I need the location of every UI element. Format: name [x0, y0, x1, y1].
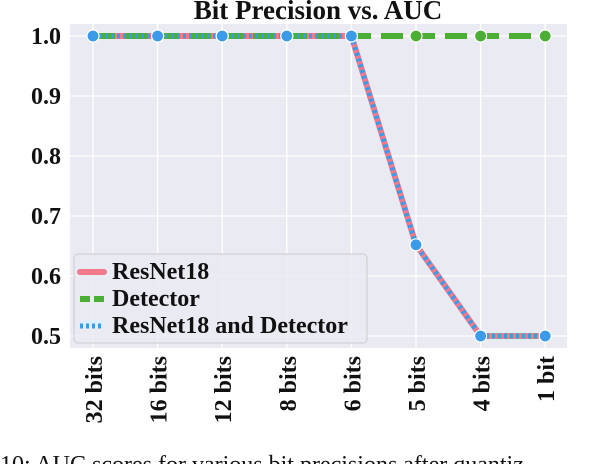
data-point [86, 29, 100, 43]
y-tick-label: 0.8 [31, 144, 61, 170]
data-point [538, 329, 552, 343]
y-tick-label: 0.5 [31, 324, 61, 350]
data-point [474, 329, 488, 343]
data-point [344, 29, 358, 43]
x-tick-label: 12 bits [211, 356, 237, 423]
y-tick-label: 0.6 [31, 264, 61, 290]
legend-label: ResNet18 [112, 259, 209, 285]
data-point [409, 29, 423, 43]
x-axis-ticks: 32 bits 16 bits 12 bits 8 bits 6 bits 5 bits 4… [82, 356, 560, 423]
data-point [151, 29, 165, 43]
x-tick-label: 16 bits [147, 356, 173, 423]
x-tick-label: 5 bits [405, 356, 431, 411]
series-layer [86, 29, 552, 343]
x-tick-label: 8 bits [276, 356, 302, 411]
y-tick-label: 1.0 [31, 24, 61, 50]
legend-label: Detector [112, 286, 200, 312]
x-tick-label: 4 bits [470, 356, 496, 411]
x-tick-label: 6 bits [340, 356, 366, 411]
x-tick-label: 32 bits [82, 356, 108, 423]
data-point [474, 29, 488, 43]
y-axis-ticks: 0.5 0.6 0.7 0.8 0.9 1.0 [31, 24, 61, 350]
series-line [93, 33, 546, 339]
data-point [280, 29, 294, 43]
y-tick-label: 0.9 [31, 84, 61, 110]
figure-caption: 10: AUC scores for various bit precision… [0, 452, 524, 464]
y-tick-label: 0.7 [31, 204, 61, 230]
data-point [409, 238, 423, 252]
chart-title: Bit Precision vs. AUC [194, 0, 443, 25]
legend-label: ResNet18 and Detector [112, 313, 348, 339]
data-point [538, 29, 552, 43]
legend-box [73, 253, 368, 344]
x-tick-label: 1 bit [534, 356, 560, 402]
data-point [215, 29, 229, 43]
